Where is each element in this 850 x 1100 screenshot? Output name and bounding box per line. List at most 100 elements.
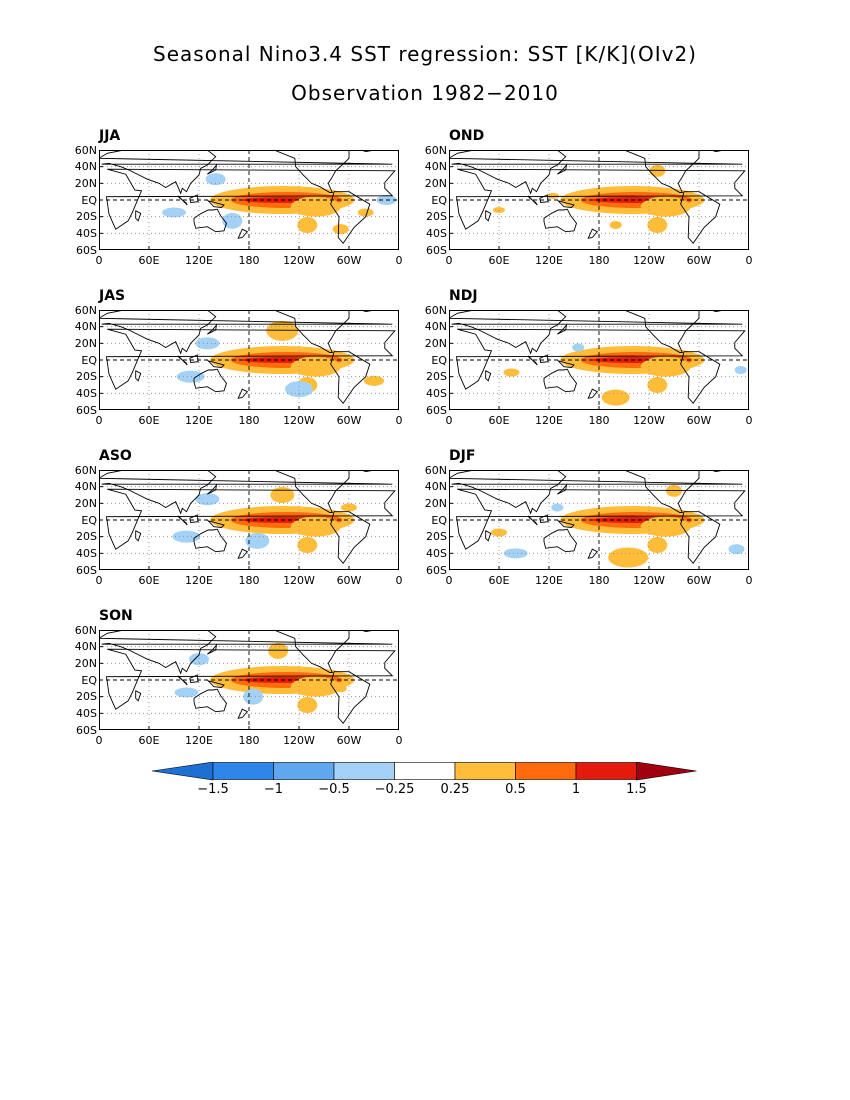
y-tick-label: 20S bbox=[76, 690, 97, 704]
coastline bbox=[207, 643, 218, 655]
coastline bbox=[237, 548, 249, 559]
coastline bbox=[527, 195, 538, 206]
chart-subtitle: Observation 1982−2010 bbox=[291, 81, 559, 105]
colorbar bbox=[152, 762, 697, 781]
panel-label: JAS bbox=[99, 288, 126, 304]
x-tick-label: 120E bbox=[185, 414, 213, 427]
coastline bbox=[189, 354, 199, 363]
anomaly-patch bbox=[297, 217, 318, 233]
coastline bbox=[105, 488, 396, 550]
anomaly-patch bbox=[547, 192, 560, 199]
coastline bbox=[455, 328, 746, 390]
x-tick-label: 60E bbox=[488, 414, 510, 427]
y-tick-label: EQ bbox=[431, 193, 447, 207]
anomaly-patch bbox=[491, 528, 507, 537]
coastline bbox=[609, 470, 700, 513]
anomaly-patch bbox=[334, 684, 347, 693]
coastline bbox=[527, 515, 538, 526]
map-panel-jas: JAS 60N 40N 20N EQ 20S 40S 60S 0 60E 120E 180 120W 60… bbox=[75, 288, 419, 450]
anomaly-patch bbox=[609, 221, 622, 229]
coastline bbox=[135, 690, 142, 702]
coastline bbox=[556, 519, 575, 528]
sst-map bbox=[449, 470, 749, 570]
coastlines bbox=[449, 470, 746, 565]
y-tick-label: 40S bbox=[426, 386, 447, 400]
x-tick-label: 0 bbox=[395, 574, 403, 587]
x-axis-labels: 0 60E 120E 180 120W 60W 0 bbox=[96, 574, 403, 588]
coastline bbox=[99, 310, 393, 355]
coastline bbox=[557, 323, 568, 335]
map-panel-ndj: NDJ 60N 40N 20N EQ 20S 40S 60S 0 60E 120E 180 120W 60… bbox=[425, 288, 769, 450]
x-tick-label: 60E bbox=[138, 414, 160, 427]
x-axis-labels: 0 60E 120E 180 120W 60W 0 bbox=[446, 574, 753, 588]
y-tick-label: 60N bbox=[424, 463, 447, 477]
x-axis-labels: 0 60E 120E 180 120W 60W 0 bbox=[96, 734, 403, 748]
colorbar-extend-low bbox=[152, 762, 214, 781]
y-tick-label: 20S bbox=[76, 210, 97, 224]
y-tick-label: EQ bbox=[81, 193, 97, 207]
y-axis-labels: 60N 40N 20N EQ 20S 40S 60S bbox=[417, 145, 447, 256]
x-tick-label: 120W bbox=[283, 734, 315, 747]
coastline bbox=[556, 199, 575, 208]
coastline bbox=[105, 648, 396, 710]
coastline bbox=[206, 199, 225, 208]
y-tick-label: 40S bbox=[76, 386, 97, 400]
x-tick-label: 120W bbox=[633, 414, 665, 427]
coastline bbox=[189, 194, 199, 203]
y-axis-labels: 60N 40N 20N EQ 20S 40S 60S bbox=[417, 465, 447, 576]
colorbar-label: −1.5 bbox=[197, 782, 229, 797]
coastline bbox=[330, 671, 371, 725]
y-tick-label: 40N bbox=[74, 480, 97, 494]
coastline bbox=[189, 674, 199, 683]
coastline bbox=[207, 323, 218, 335]
coastline bbox=[680, 351, 721, 405]
x-tick-label: 60W bbox=[686, 254, 712, 267]
anomaly-patch bbox=[341, 503, 357, 512]
x-tick-label: 120E bbox=[535, 574, 563, 587]
x-tick-label: 0 bbox=[395, 254, 403, 267]
x-axis-labels: 0 60E 120E 180 120W 60W 0 bbox=[446, 254, 753, 268]
x-tick-label: 120W bbox=[633, 254, 665, 267]
y-tick-label: 20N bbox=[74, 656, 97, 670]
anomaly-patch bbox=[243, 688, 264, 705]
coastline bbox=[177, 515, 188, 526]
y-tick-label: 60N bbox=[424, 303, 447, 317]
coastline bbox=[177, 355, 188, 366]
coastline bbox=[449, 310, 743, 355]
colorbar-swatch bbox=[212, 762, 274, 780]
coastline bbox=[556, 359, 575, 368]
x-tick-label: 180 bbox=[238, 734, 260, 747]
y-tick-label: 20S bbox=[76, 370, 97, 384]
y-tick-label: 60S bbox=[426, 243, 447, 257]
anomaly-patch bbox=[503, 548, 528, 559]
coastlines bbox=[449, 310, 746, 405]
y-tick-label: EQ bbox=[431, 353, 447, 367]
anomaly-patch bbox=[649, 164, 666, 177]
coastline bbox=[587, 228, 599, 239]
coastline bbox=[105, 168, 396, 230]
coastline bbox=[527, 355, 538, 366]
coastline bbox=[543, 528, 578, 553]
anomaly-patch bbox=[195, 493, 220, 506]
anomaly-patch bbox=[174, 687, 199, 698]
y-axis-labels: 60N 40N 20N EQ 20S 40S 60S bbox=[67, 145, 97, 256]
coastline bbox=[99, 150, 393, 195]
anomaly-patch bbox=[205, 173, 226, 186]
anomaly-patch bbox=[290, 676, 341, 697]
colorbar-label: 1 bbox=[571, 782, 581, 797]
coastline bbox=[455, 168, 746, 230]
colorbar-swatch bbox=[394, 762, 456, 780]
anomaly-fields bbox=[503, 343, 747, 406]
x-tick-label: 120E bbox=[185, 254, 213, 267]
anomaly-patch bbox=[503, 368, 520, 377]
coastline bbox=[193, 528, 228, 553]
anomaly-patch bbox=[290, 196, 341, 217]
anomaly-patch bbox=[290, 516, 341, 537]
coastline bbox=[539, 194, 549, 203]
coastlines bbox=[99, 150, 396, 245]
coastline bbox=[330, 511, 371, 565]
anomaly-patch bbox=[640, 356, 691, 377]
coastline bbox=[455, 488, 746, 550]
y-tick-label: 20N bbox=[424, 496, 447, 510]
anomaly-patch bbox=[647, 377, 668, 393]
